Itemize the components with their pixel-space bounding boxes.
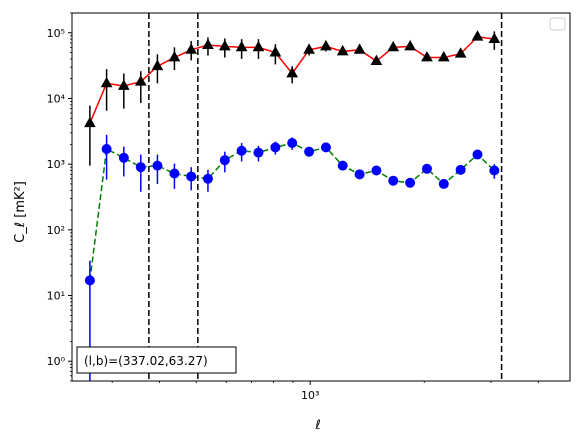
triangle-marker bbox=[151, 59, 164, 71]
vertical-lines bbox=[148, 13, 503, 381]
circle-marker bbox=[152, 160, 163, 171]
triangle-marker bbox=[202, 38, 214, 49]
triangle-marker bbox=[320, 39, 332, 51]
circle-marker bbox=[354, 169, 365, 180]
y-tick-label: 10⁴ bbox=[47, 92, 66, 105]
triangle-marker bbox=[336, 44, 349, 56]
triangle-marker bbox=[387, 40, 400, 52]
circle-marker bbox=[287, 137, 298, 148]
circle-marker bbox=[118, 152, 129, 163]
circle-marker bbox=[101, 144, 112, 155]
triangle-marker bbox=[404, 39, 416, 51]
triangle-marker bbox=[370, 54, 383, 66]
circle-marker bbox=[219, 155, 230, 166]
axes: 10⁰ 10¹ 10² 10³ 10⁴ 10⁵ 10³ bbox=[47, 12, 571, 402]
axes-frame bbox=[71, 12, 571, 382]
triangle-marker bbox=[286, 66, 299, 78]
triangle-marker bbox=[353, 43, 366, 54]
y-tick-label: 10¹ bbox=[47, 290, 65, 303]
annotation-box: (l,b)=(337.02,63.27) bbox=[76, 346, 237, 374]
triangle-marker bbox=[168, 51, 181, 62]
circle-marker bbox=[304, 146, 315, 157]
circle-marker bbox=[186, 171, 197, 182]
data-markers bbox=[84, 30, 501, 286]
y-tick-label: 10² bbox=[47, 224, 65, 237]
chart-text: ℓ C_ℓ [mK²] bbox=[13, 181, 321, 433]
triangle-marker bbox=[185, 43, 198, 54]
circle-marker bbox=[84, 275, 95, 286]
circle-marker bbox=[169, 168, 180, 179]
circle-marker bbox=[236, 145, 247, 156]
circle-marker bbox=[371, 165, 382, 176]
circle-marker bbox=[455, 164, 466, 175]
y-tick-label: 10⁰ bbox=[47, 355, 66, 368]
circle-marker bbox=[421, 163, 432, 174]
circle-marker bbox=[202, 173, 213, 184]
plot-area bbox=[72, 13, 570, 381]
triangle-marker bbox=[269, 46, 282, 57]
y-tick-label: 10³ bbox=[47, 158, 65, 171]
circle-marker bbox=[135, 162, 146, 173]
triangle-marker bbox=[235, 40, 248, 52]
triangle-marker bbox=[437, 51, 450, 62]
circle-marker bbox=[320, 142, 331, 153]
legend-box bbox=[549, 17, 566, 31]
x-tick-label: 10³ bbox=[301, 389, 319, 402]
circle-marker bbox=[388, 175, 399, 186]
triangle-marker bbox=[454, 47, 467, 58]
circle-marker bbox=[438, 178, 449, 189]
triangle-marker bbox=[117, 79, 130, 90]
triangle-marker bbox=[252, 40, 265, 52]
triangle-marker bbox=[84, 116, 96, 128]
y-axis-label: C_ℓ [mK²] bbox=[13, 181, 28, 243]
circle-marker bbox=[270, 142, 281, 153]
triangle-marker bbox=[421, 51, 433, 62]
x-axis-label: ℓ bbox=[314, 418, 320, 433]
annotation-frame bbox=[76, 346, 237, 374]
annotation-text: (l,b)=(337.02,63.27) bbox=[84, 354, 208, 368]
y-tick-label: 10⁵ bbox=[47, 27, 65, 40]
triangle-marker bbox=[134, 75, 147, 86]
circle-marker bbox=[253, 147, 264, 158]
triangle-marker bbox=[471, 30, 484, 41]
triangle-marker bbox=[218, 39, 231, 51]
plot-background bbox=[72, 13, 570, 381]
circle-marker bbox=[472, 149, 483, 160]
circle-marker bbox=[405, 177, 416, 188]
triangle-marker bbox=[100, 76, 113, 88]
triangle-marker bbox=[488, 32, 501, 44]
circle-marker bbox=[337, 160, 348, 171]
legend bbox=[549, 17, 566, 31]
triangle-marker bbox=[303, 43, 315, 54]
circle-marker bbox=[489, 165, 500, 176]
